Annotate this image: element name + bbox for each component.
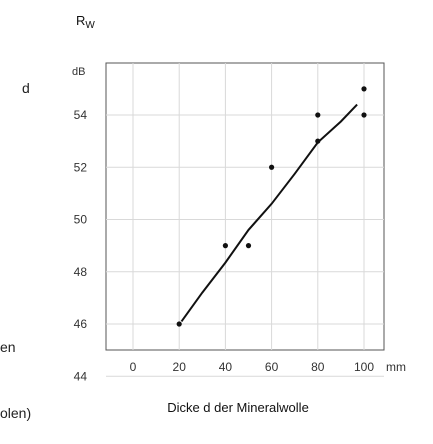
x-tick-label: 0 — [130, 360, 137, 374]
data-point — [269, 164, 275, 170]
y-tick-label: 44 — [74, 369, 88, 383]
data-point — [222, 243, 228, 249]
grid-lines — [106, 63, 384, 377]
x-tick-label: 100 — [354, 360, 374, 374]
y-tick-labels: 44 46 48 50 52 54 — [74, 108, 88, 383]
x-axis-title: Dicke d der Mineralwolle — [167, 400, 309, 415]
y-tick-label: 50 — [74, 213, 88, 227]
data-point — [315, 138, 321, 144]
x-axis-unit: mm — [386, 360, 406, 374]
data-points — [176, 86, 367, 327]
data-point — [361, 112, 367, 118]
x-tick-label: 40 — [219, 360, 233, 374]
y-tick-label: 52 — [74, 160, 88, 174]
trend-line — [180, 103, 358, 322]
data-point — [245, 243, 252, 249]
plot-frame — [105, 62, 385, 351]
data-point — [176, 321, 182, 327]
data-point — [315, 112, 321, 118]
y-axis-label: RW — [76, 13, 95, 31]
left-fragment-en: en — [0, 339, 16, 355]
data-point — [361, 86, 367, 92]
y-tick-label: 54 — [74, 108, 88, 122]
y-tick-label: 46 — [74, 317, 88, 331]
y-axis-label-sub: W — [85, 20, 95, 31]
y-axis-unit: dB — [72, 66, 85, 78]
y-tick-label: 48 — [74, 265, 88, 279]
left-fragment-olen: olen) — [0, 405, 32, 421]
left-fragment-d: d — [22, 80, 30, 96]
x-tick-labels: 0 20 40 60 80 100 — [130, 360, 375, 374]
x-tick-label: 60 — [265, 360, 279, 374]
x-tick-label: 80 — [311, 360, 325, 374]
x-tick-label: 20 — [173, 360, 187, 374]
